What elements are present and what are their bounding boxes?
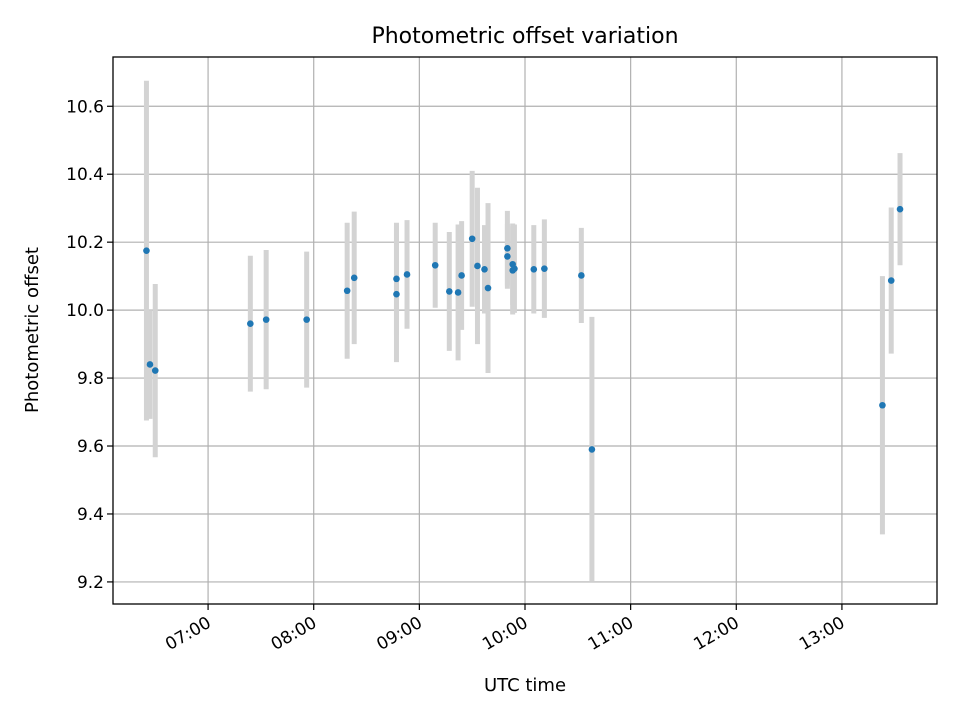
y-tick-label: 9.6 <box>77 437 104 457</box>
data-point <box>468 235 476 243</box>
x-tick-label: 08:00 <box>268 613 320 655</box>
x-tick-label: 12:00 <box>690 613 742 655</box>
x-axis-label: UTC time <box>484 675 566 696</box>
data-point <box>541 265 548 272</box>
data-point <box>474 262 481 270</box>
data-point <box>484 284 492 292</box>
chart-title: Photometric offset variation <box>371 24 678 49</box>
y-tick-label: 10.0 <box>66 301 104 321</box>
point-layer <box>143 205 904 453</box>
data-point <box>504 244 511 252</box>
data-point <box>887 277 895 284</box>
x-tick-label: 09:00 <box>373 613 425 655</box>
x-tick-label: 11:00 <box>585 613 637 655</box>
y-tick-label: 9.8 <box>77 369 104 389</box>
data-point <box>393 275 400 283</box>
grid <box>113 57 937 604</box>
data-point <box>445 288 453 295</box>
data-point <box>896 205 904 213</box>
y-tick-label: 10.6 <box>66 97 104 117</box>
data-point <box>588 446 596 453</box>
data-point <box>350 274 358 282</box>
data-point <box>530 266 538 273</box>
x-tick-label: 10:00 <box>479 613 531 655</box>
data-point <box>481 266 488 273</box>
y-tick-label: 10.4 <box>66 165 104 185</box>
data-point <box>578 272 585 279</box>
y-axis-label: Photometric offset <box>22 247 43 413</box>
y-tick-label: 10.2 <box>66 233 104 253</box>
data-point <box>262 316 270 323</box>
data-point <box>458 272 465 279</box>
data-point <box>303 316 310 323</box>
data-point <box>146 361 154 368</box>
y-tick-label: 9.4 <box>77 505 104 525</box>
data-point <box>454 289 462 296</box>
data-point <box>504 253 511 260</box>
data-point <box>143 247 150 254</box>
data-point <box>431 261 439 269</box>
y-tick-label: 9.2 <box>77 573 104 593</box>
x-tick-label: 07:00 <box>162 613 214 655</box>
data-point <box>879 401 886 409</box>
data-point <box>151 367 159 374</box>
data-point <box>343 287 351 295</box>
data-point <box>247 320 254 328</box>
data-point <box>511 265 518 272</box>
x-tick-label: 13:00 <box>796 613 848 655</box>
data-point <box>393 290 400 298</box>
data-point <box>403 271 411 278</box>
